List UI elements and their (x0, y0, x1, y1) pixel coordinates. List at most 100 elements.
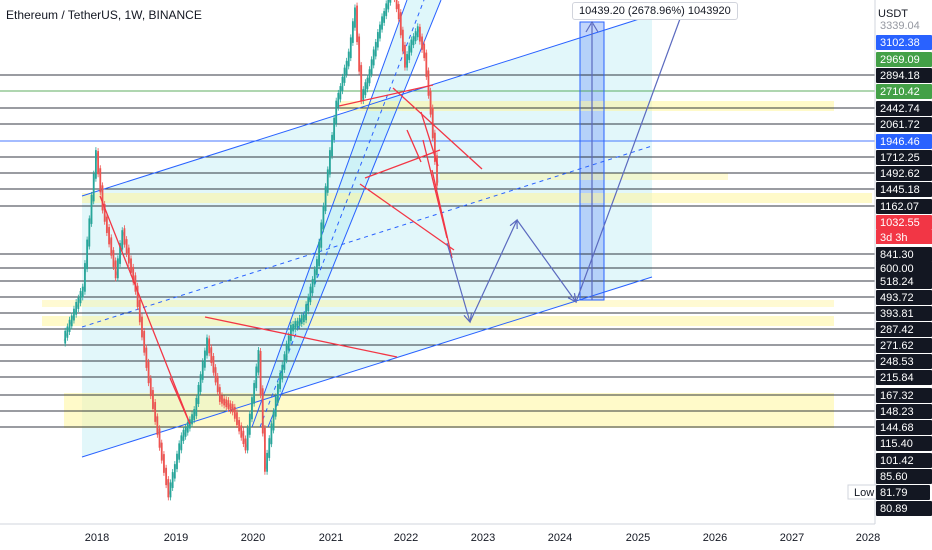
candle-body[interactable] (171, 472, 174, 488)
candle-body[interactable] (163, 454, 165, 473)
candle-body[interactable] (73, 308, 75, 321)
candle-body[interactable] (255, 366, 258, 389)
candle-body[interactable] (285, 343, 288, 361)
candle-body[interactable] (360, 65, 363, 102)
candle-body[interactable] (233, 406, 236, 419)
candle-body[interactable] (374, 41, 377, 57)
candle-body[interactable] (84, 263, 86, 292)
candle-body[interactable] (125, 239, 128, 255)
candle-body[interactable] (64, 330, 67, 344)
candle-body[interactable] (114, 260, 117, 279)
candle-body[interactable] (329, 150, 331, 175)
candle-body[interactable] (372, 49, 375, 66)
candle-body[interactable] (311, 279, 314, 294)
candle-body[interactable] (274, 396, 277, 417)
candle-body[interactable] (152, 390, 154, 409)
candle-body[interactable] (345, 60, 348, 75)
candle-body[interactable] (99, 168, 102, 193)
candle-body[interactable] (320, 222, 323, 248)
candle-body[interactable] (389, 0, 392, 3)
candle-body[interactable] (339, 86, 342, 100)
candle-body[interactable] (404, 44, 406, 68)
candle-body[interactable] (218, 387, 221, 402)
candle-body[interactable] (300, 315, 303, 324)
candle-body[interactable] (351, 21, 354, 43)
candle-body[interactable] (368, 69, 371, 84)
candle-body[interactable] (169, 482, 172, 498)
candle-body[interactable] (90, 194, 93, 224)
candle-body[interactable] (370, 59, 373, 75)
candle-body[interactable] (229, 403, 232, 411)
candle-body[interactable] (145, 347, 148, 368)
candle-body[interactable] (270, 423, 273, 445)
candle-body[interactable] (101, 185, 104, 211)
candle-body[interactable] (318, 241, 320, 267)
candle-body[interactable] (362, 89, 365, 102)
candle-body[interactable] (264, 427, 266, 472)
candle-body[interactable] (356, 5, 358, 43)
candle-body[interactable] (210, 347, 213, 363)
candle-body[interactable] (201, 361, 204, 380)
candle-body[interactable] (130, 258, 132, 273)
candle-body[interactable] (156, 416, 159, 435)
candle-body[interactable] (324, 186, 327, 212)
candle-body[interactable] (141, 316, 143, 338)
candle-body[interactable] (433, 132, 436, 162)
candle-body[interactable] (307, 296, 310, 312)
candle-body[interactable] (408, 45, 411, 61)
candle-body[interactable] (165, 467, 168, 486)
candle-body[interactable] (333, 117, 336, 140)
candle-body[interactable] (208, 338, 211, 354)
candle-body[interactable] (283, 354, 286, 370)
candle-body[interactable] (303, 314, 305, 323)
candle-body[interactable] (397, 4, 400, 20)
candle-body[interactable] (242, 430, 245, 445)
candle-body[interactable] (326, 169, 329, 193)
candle-body[interactable] (81, 286, 84, 298)
candle-body[interactable] (227, 400, 230, 409)
candle-body[interactable] (184, 427, 187, 437)
candle-body[interactable] (354, 7, 356, 28)
candle-body[interactable] (343, 67, 346, 83)
candle-body[interactable] (206, 337, 208, 356)
candle-body[interactable] (395, 0, 398, 10)
candle-body[interactable] (341, 76, 344, 92)
candle-body[interactable] (313, 269, 316, 285)
candle-body[interactable] (272, 411, 275, 431)
candle-body[interactable] (186, 422, 189, 433)
candle-body[interactable] (294, 321, 297, 330)
candle-body[interactable] (203, 350, 206, 368)
candle-body[interactable] (199, 374, 202, 392)
candle-body[interactable] (231, 404, 234, 413)
candle-body[interactable] (68, 319, 71, 333)
candle-body[interactable] (158, 428, 161, 448)
candle-body[interactable] (383, 11, 386, 23)
candle-body[interactable] (316, 259, 318, 276)
candle-body[interactable] (246, 427, 249, 451)
candle-body[interactable] (292, 323, 294, 332)
price-series[interactable] (63, 0, 439, 501)
candle-body[interactable] (176, 453, 178, 470)
candle-body[interactable] (212, 356, 215, 373)
candle-body[interactable] (277, 384, 279, 403)
candle-body[interactable] (349, 37, 352, 59)
candle-body[interactable] (421, 36, 423, 50)
candle-body[interactable] (132, 266, 135, 283)
candle-body[interactable] (364, 82, 367, 96)
candle-body[interactable] (399, 12, 402, 36)
candle-body[interactable] (266, 452, 268, 472)
candle-body[interactable] (121, 230, 124, 250)
candle-body[interactable] (92, 173, 95, 202)
candle-body[interactable] (335, 100, 338, 124)
candle-body[interactable] (251, 397, 253, 420)
candle-body[interactable] (223, 398, 226, 406)
candle-body[interactable] (214, 367, 217, 383)
candle-body[interactable] (419, 26, 421, 42)
candle-body[interactable] (195, 397, 198, 417)
candle-body[interactable] (410, 39, 413, 53)
candle-body[interactable] (427, 70, 430, 96)
candle-body[interactable] (154, 402, 157, 422)
candle-body[interactable] (191, 414, 193, 425)
candle-body[interactable] (108, 227, 110, 245)
